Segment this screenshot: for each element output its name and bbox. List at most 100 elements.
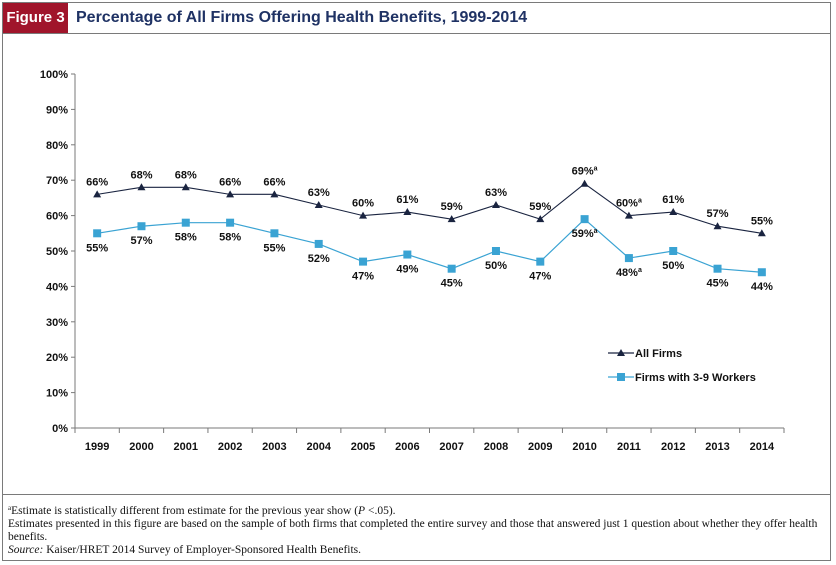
footnote-text: Estimate is statistically different from… (11, 505, 359, 517)
data-point-square (669, 247, 678, 255)
y-tick-label: 10% (46, 388, 68, 400)
data-point-square (226, 218, 235, 227)
data-label: 55% (86, 242, 108, 254)
y-tick-label: 60% (46, 211, 68, 223)
data-point-square (270, 229, 279, 238)
legend-label: All Firms (635, 348, 682, 360)
x-tick-label: 1999 (85, 441, 109, 453)
data-label: 60% (352, 198, 374, 210)
data-label: 68% (175, 169, 197, 181)
data-point-triangle (403, 208, 412, 216)
data-label: 66% (219, 176, 241, 188)
x-tick-label: 2014 (750, 441, 775, 453)
data-point-square (359, 257, 368, 266)
data-label: 66% (86, 176, 108, 188)
x-tick-label: 2000 (129, 441, 153, 453)
data-point-triangle (93, 190, 102, 198)
data-label: 68% (130, 169, 152, 181)
x-tick-label: 2001 (174, 441, 198, 453)
series-line (97, 183, 762, 234)
data-label: 50% (662, 260, 684, 272)
y-tick-label: 80% (46, 140, 68, 152)
data-label: 63% (308, 187, 330, 199)
x-tick-label: 2009 (528, 441, 552, 453)
data-point-triangle (580, 179, 589, 187)
x-tick-label: 2002 (218, 441, 242, 453)
y-tick-label: 0% (52, 423, 68, 435)
y-tick-label: 50% (46, 246, 68, 258)
chart-legend: All Firms Firms with 3-9 Workers (608, 348, 756, 384)
x-tick-label: 2010 (572, 441, 596, 453)
y-tick-label: 30% (46, 317, 68, 329)
series-firms-3-9-workers: 55% 57% 58% 58% 55% 52% 47% 49% 45% 50% 47% 59%a 48%… (86, 215, 773, 293)
data-point-square (137, 222, 146, 231)
data-point-triangle (270, 190, 279, 198)
data-label: 49% (396, 264, 418, 276)
line-chart: 0% 10% 20% 30% 40% 50% 60% 70% 80% 90% 100% 1999 200… (40, 69, 785, 453)
data-point-square (93, 229, 102, 238)
data-label: 58% (219, 232, 241, 244)
y-tick-label: 40% (46, 281, 68, 293)
legend-item: All Firms (608, 348, 682, 360)
data-point-square (181, 218, 190, 227)
data-label: 66% (263, 176, 285, 188)
data-label: 59% (441, 201, 463, 213)
data-point-triangle (713, 222, 722, 230)
data-point-triangle (669, 208, 678, 216)
data-point-square (757, 268, 766, 277)
data-point-square (624, 254, 633, 263)
data-label: 69%a (572, 166, 598, 178)
figure-label: Figure 3 (3, 3, 68, 33)
series-all-firms: 66% 68% 68% 66% 66% 63% 60% 61% 59% 63% 59% 69%a 60%… (86, 166, 773, 237)
data-label: 58% (175, 232, 197, 244)
legend-item: Firms with 3-9 Workers (608, 372, 756, 384)
x-tick-label: 2013 (705, 441, 729, 453)
data-label: 59%a (572, 228, 598, 240)
data-label: 45% (707, 278, 729, 290)
data-label: 60%a (616, 198, 642, 210)
data-point-triangle (757, 229, 766, 237)
data-point-square (713, 264, 722, 273)
data-label: 47% (352, 271, 374, 283)
data-point-square (536, 257, 545, 266)
data-point-triangle (226, 190, 235, 198)
data-point-triangle (447, 215, 456, 223)
data-point-triangle (314, 200, 323, 208)
estimates-note: Estimates presented in this figure are b… (8, 518, 818, 543)
data-label: 55% (263, 242, 285, 254)
data-label: 44% (751, 281, 773, 293)
chart-axes: 0% 10% 20% 30% 40% 50% 60% 70% 80% 90% 100% 1999 200… (40, 69, 785, 453)
x-tick-label: 2006 (395, 441, 419, 453)
y-tick-label: 90% (46, 104, 68, 116)
data-label: 57% (130, 235, 152, 247)
data-label: 55% (751, 215, 773, 227)
footnote-p: P (358, 505, 366, 517)
data-label: 61% (396, 194, 418, 206)
source-note: Source: Kaiser/HRET 2014 Survey of Emplo… (8, 544, 823, 557)
data-point-square (447, 264, 456, 273)
data-label: 63% (485, 187, 507, 199)
data-label: 47% (529, 271, 551, 283)
x-tick-label: 2007 (439, 441, 463, 453)
data-point-square (403, 250, 412, 259)
source-label: Source: (8, 544, 44, 556)
y-tick-label: 70% (46, 175, 68, 187)
legend-marker-square (617, 373, 625, 381)
x-tick-label: 2012 (661, 441, 685, 453)
x-tick-label: 2004 (306, 441, 331, 453)
footnote: aEstimate is statistically different fro… (8, 502, 823, 518)
data-point-triangle (624, 211, 633, 219)
x-tick-label: 2008 (484, 441, 508, 453)
data-point-triangle (536, 215, 545, 223)
data-point-triangle (491, 200, 500, 208)
x-tick-label: 2003 (262, 441, 286, 453)
series-line (97, 218, 762, 273)
y-tick-label: 100% (40, 69, 68, 81)
data-label: 50% (485, 260, 507, 272)
data-point-triangle (137, 183, 146, 191)
legend-marker-triangle (617, 349, 625, 356)
footnote-end: <.05). (365, 505, 396, 517)
footer-divider (3, 494, 830, 495)
legend-label: Firms with 3-9 Workers (635, 372, 756, 384)
